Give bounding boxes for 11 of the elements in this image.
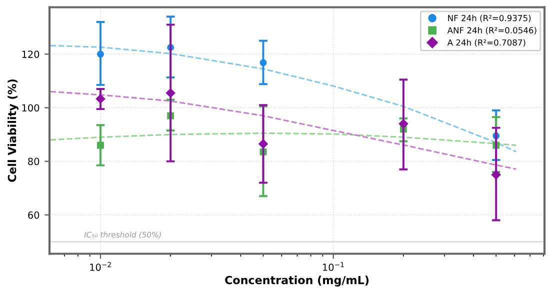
x-tick-label: 10$^{−1}$ [322,262,344,271]
legend-label: ANF 24h (R²=0.0546) [447,26,536,34]
legend-label: A 24h (R²=0.7087) [447,39,526,47]
y-tick-label: 100 [22,104,40,112]
y-tick-label: 80 [28,158,40,166]
x-tick-label: 10$^{−2}$ [90,262,111,271]
y-tick-label: 60 [28,211,40,219]
y-axis-title: Cell Viability (%) [8,79,18,182]
y-tick-label: 120 [22,50,40,58]
legend-label: NF 24h (R²=0.9375) [448,14,531,22]
x-axis-title: Concentration (mg/mL) [225,276,369,286]
